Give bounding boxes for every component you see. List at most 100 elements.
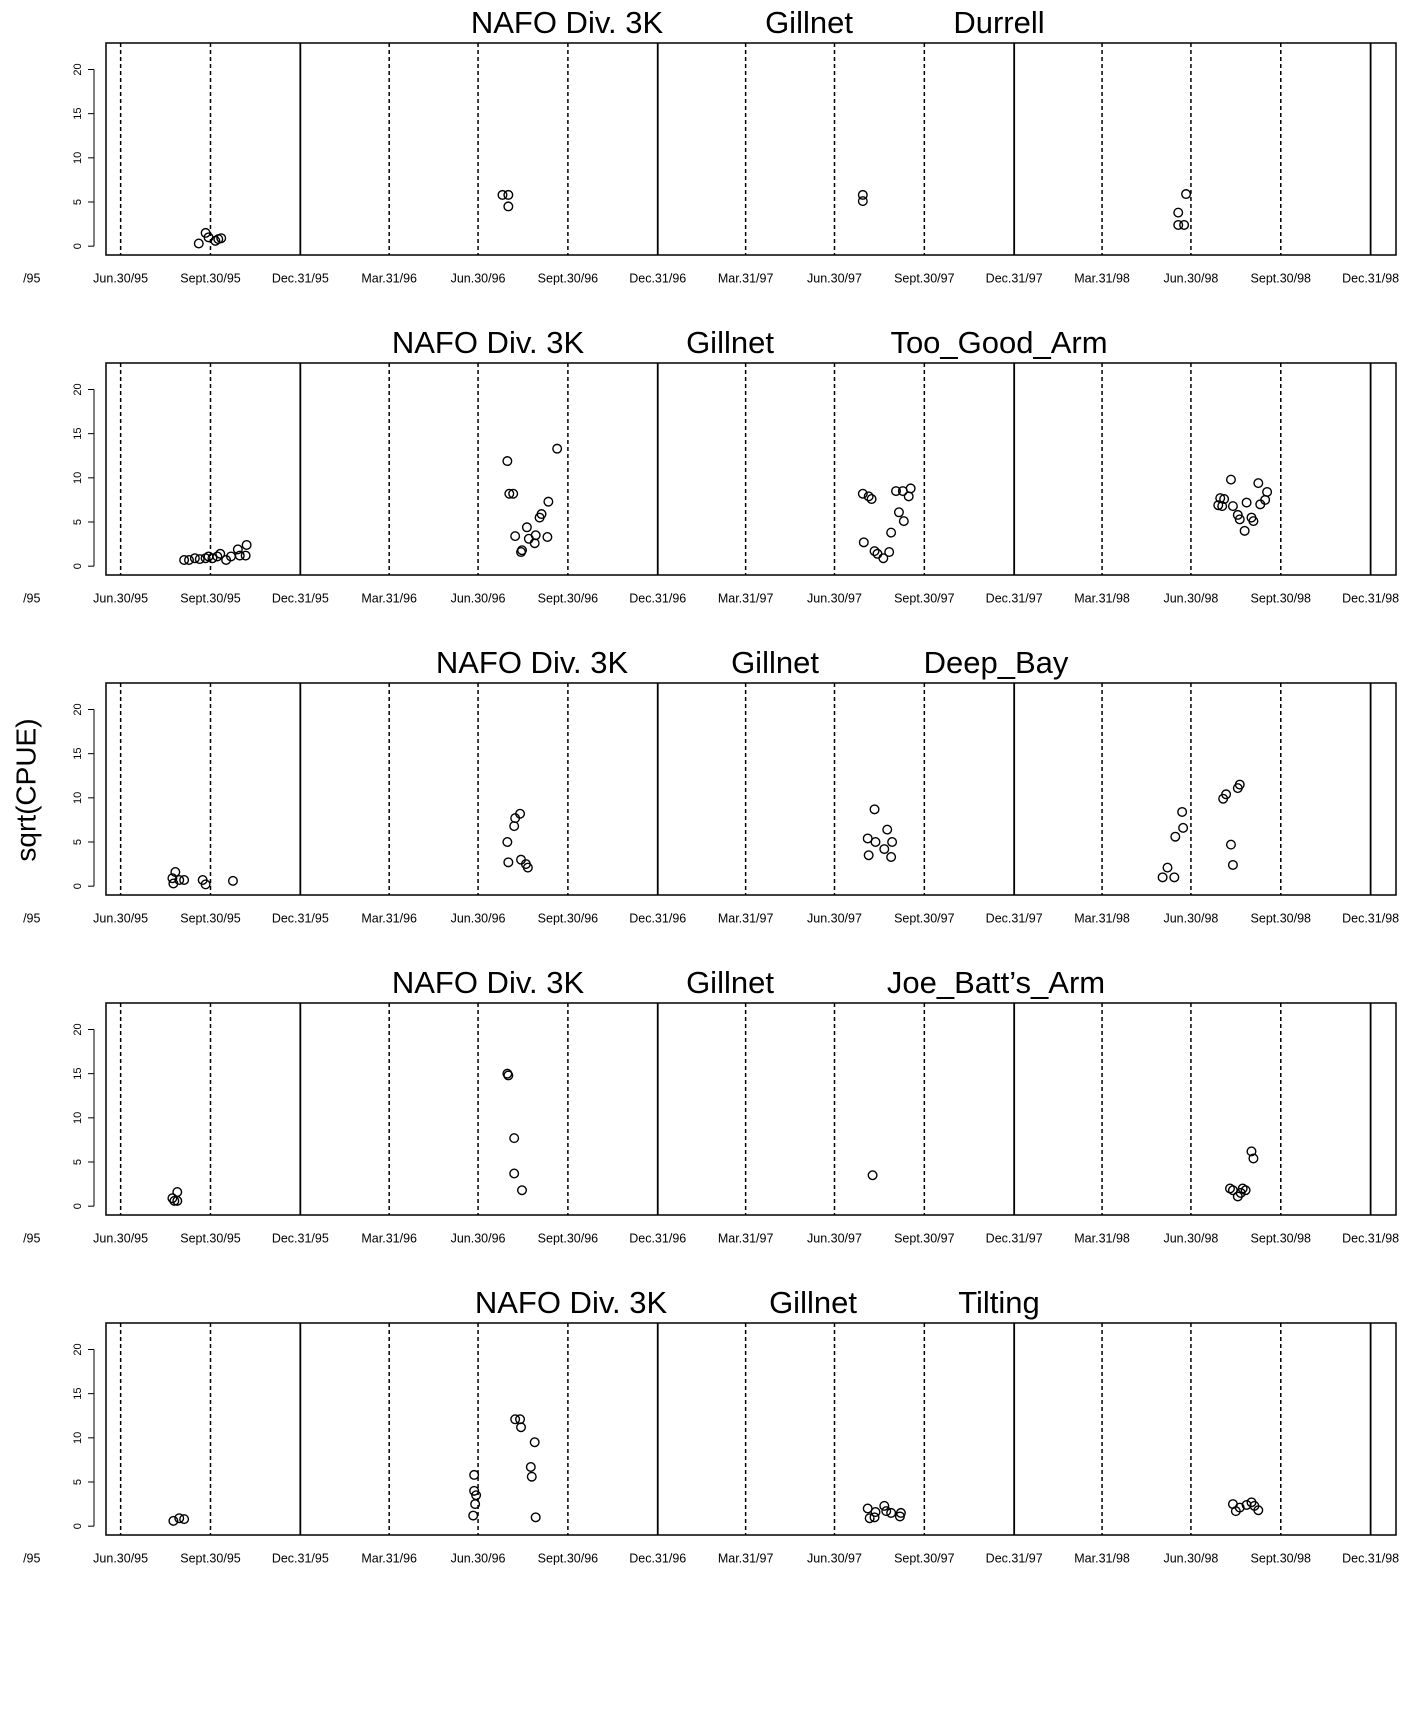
data-point bbox=[1157, 872, 1168, 883]
data-point bbox=[1173, 219, 1184, 230]
data-point bbox=[216, 233, 227, 244]
data-point bbox=[526, 1471, 537, 1482]
x-tick-label: Dec.31/96 bbox=[629, 911, 686, 925]
plot-frame bbox=[105, 42, 1397, 256]
data-point bbox=[1213, 500, 1224, 511]
data-point bbox=[200, 879, 211, 890]
data-point bbox=[867, 1170, 878, 1181]
data-point bbox=[168, 1515, 179, 1526]
data-point bbox=[469, 1485, 480, 1496]
x-tick-label: Mar.31/97 bbox=[718, 911, 774, 925]
x-tick-label: Jun.30/95 bbox=[93, 1551, 148, 1565]
x-tick-label: Sept.30/95 bbox=[180, 1551, 241, 1565]
panel-title: NAFO Div. 3K bbox=[475, 1285, 668, 1320]
data-point bbox=[1235, 1187, 1246, 1198]
x-tick-label: Mar.31/97 bbox=[718, 271, 774, 285]
x-tick-label: Dec.31/95 bbox=[272, 911, 329, 925]
data-point bbox=[1178, 822, 1189, 833]
data-point bbox=[516, 1422, 527, 1433]
y-tick-label: 15 bbox=[72, 108, 84, 120]
y-tick-label: 0 bbox=[72, 883, 84, 889]
data-point bbox=[1217, 501, 1228, 512]
plot-frame bbox=[105, 682, 1397, 896]
data-point bbox=[543, 496, 554, 507]
y-tick-label: 0 bbox=[72, 243, 84, 249]
panel-title: Durrell bbox=[953, 5, 1044, 40]
data-point bbox=[503, 201, 514, 212]
data-point bbox=[521, 522, 532, 533]
data-point bbox=[891, 486, 902, 497]
x-tick-label: Mar.31/97 bbox=[718, 591, 774, 605]
panel-title: Gillnet bbox=[731, 645, 819, 680]
data-point bbox=[502, 456, 513, 467]
data-point bbox=[1173, 207, 1184, 218]
x-tick-label: Dec.31/98 bbox=[1342, 591, 1399, 605]
data-point bbox=[241, 539, 252, 550]
y-tick-label: 15 bbox=[72, 748, 84, 760]
data-point bbox=[1170, 831, 1181, 842]
data-point bbox=[870, 1507, 881, 1518]
plot-frame bbox=[105, 1002, 1397, 1216]
data-point bbox=[1241, 1499, 1252, 1510]
panel-title: Tilting bbox=[958, 1285, 1040, 1320]
data-point bbox=[522, 862, 533, 873]
data-point bbox=[174, 874, 185, 885]
x-tick-label: Mar.31/96 bbox=[361, 1231, 417, 1245]
x-tick-label: Dec.31/96 bbox=[629, 1551, 686, 1565]
x-tick-label: Dec.31/97 bbox=[986, 1551, 1043, 1565]
data-point bbox=[857, 189, 868, 200]
data-point bbox=[887, 837, 898, 848]
x-tick-label: Dec.31/97 bbox=[986, 591, 1043, 605]
x-tick-label: Mar.31/96 bbox=[361, 591, 417, 605]
data-point bbox=[1169, 872, 1180, 883]
data-point bbox=[1248, 1153, 1259, 1164]
x-tick-label: Dec.31/98 bbox=[1342, 1231, 1399, 1245]
data-point bbox=[1234, 514, 1245, 525]
data-point bbox=[1241, 497, 1252, 508]
y-tick-label: 10 bbox=[72, 1432, 84, 1444]
x-tick-label: Mar.31/98 bbox=[1074, 911, 1130, 925]
x-tick-label: Dec.31/95 bbox=[272, 1551, 329, 1565]
x-tick-label: Sept.30/96 bbox=[538, 271, 599, 285]
data-point bbox=[869, 1512, 880, 1523]
x-tick-label: /95 bbox=[23, 1231, 40, 1245]
data-point bbox=[184, 554, 195, 565]
x-tick-label: Jun.30/97 bbox=[807, 1231, 862, 1245]
data-point bbox=[529, 1437, 540, 1448]
data-point bbox=[240, 550, 251, 561]
data-point bbox=[895, 1507, 906, 1518]
data-point bbox=[503, 1070, 514, 1081]
x-tick-label: /95 bbox=[23, 1551, 40, 1565]
data-point bbox=[870, 837, 881, 848]
x-tick-label: Mar.31/97 bbox=[718, 1231, 774, 1245]
data-point bbox=[1262, 486, 1273, 497]
data-point bbox=[886, 852, 897, 863]
data-point bbox=[508, 488, 519, 499]
data-point bbox=[1239, 525, 1250, 536]
data-point bbox=[167, 873, 178, 884]
data-point bbox=[517, 545, 528, 556]
data-point bbox=[529, 538, 540, 549]
data-point bbox=[503, 189, 514, 200]
y-tick-label: 0 bbox=[72, 1523, 84, 1529]
data-point bbox=[503, 857, 514, 868]
x-tick-label: Jun.30/96 bbox=[451, 911, 506, 925]
x-tick-label: /95 bbox=[23, 271, 40, 285]
x-tick-label: Dec.31/97 bbox=[986, 911, 1043, 925]
x-tick-label: Sept.30/95 bbox=[180, 911, 241, 925]
data-point bbox=[879, 1500, 890, 1511]
x-tick-label: Jun.30/97 bbox=[807, 911, 862, 925]
data-point bbox=[169, 1195, 180, 1206]
x-tick-label: Mar.31/98 bbox=[1074, 1231, 1130, 1245]
y-tick-label: 5 bbox=[72, 1159, 84, 1165]
x-tick-label: Jun.30/98 bbox=[1163, 1551, 1218, 1565]
data-point bbox=[1240, 1185, 1251, 1196]
data-point bbox=[893, 507, 904, 518]
data-point bbox=[866, 494, 877, 505]
x-tick-label: Dec.31/96 bbox=[629, 271, 686, 285]
data-point bbox=[881, 1506, 892, 1517]
y-tick-label: 10 bbox=[72, 1112, 84, 1124]
x-tick-label: Mar.31/96 bbox=[361, 911, 417, 925]
data-point bbox=[1246, 1146, 1257, 1157]
